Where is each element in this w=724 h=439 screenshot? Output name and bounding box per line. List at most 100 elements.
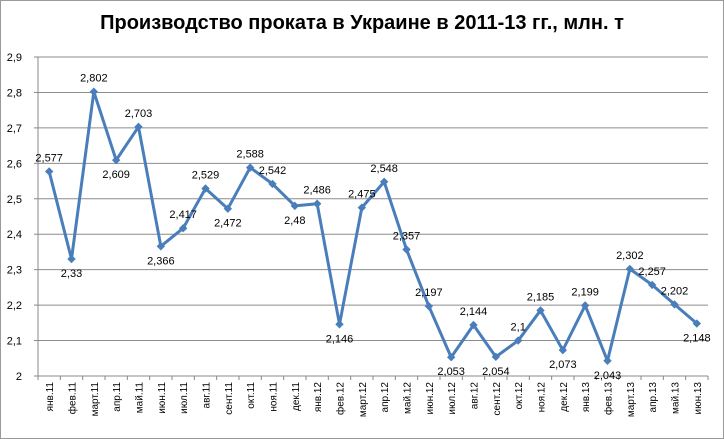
data-point — [402, 245, 411, 254]
data-point — [513, 336, 523, 345]
data-point — [491, 352, 501, 362]
data-point — [335, 320, 344, 329]
data-point — [692, 319, 702, 328]
chart-title: Производство проката в Украине в 2011-13… — [100, 12, 624, 34]
data-label: 2,48 — [284, 215, 305, 227]
x-tick-label: июл.12 — [447, 382, 458, 415]
x-tick-label: май.13 — [671, 382, 682, 414]
y-tick-label: 2,8 — [7, 87, 22, 99]
x-tick-label: март.13 — [626, 382, 637, 418]
data-point — [424, 301, 434, 311]
data-label: 2,053 — [437, 366, 465, 378]
data-label: 2,486 — [303, 185, 331, 197]
data-point — [178, 223, 188, 233]
data-label: 2,257 — [638, 266, 666, 278]
data-point — [357, 203, 367, 212]
data-point — [111, 155, 121, 165]
y-tick-label: 2,2 — [7, 300, 22, 312]
data-label: 2,146 — [326, 333, 354, 345]
data-label: 2,357 — [393, 230, 421, 242]
x-tick-label: сент.11 — [224, 382, 235, 415]
data-label: 2,043 — [594, 370, 622, 382]
data-label: 2,073 — [549, 359, 577, 371]
x-tick-label: ноя.12 — [537, 382, 548, 413]
y-tick-label: 2,1 — [7, 336, 22, 348]
data-point — [647, 280, 657, 290]
data-label: 2,577 — [35, 152, 63, 164]
x-tick-label: фев.12 — [335, 382, 347, 415]
data-label: 2,366 — [147, 255, 175, 267]
data-point — [290, 201, 300, 211]
y-tick-label: 2,6 — [7, 158, 22, 170]
x-tick-label: июн.11 — [157, 382, 168, 414]
x-tick-label: апр.11 — [112, 382, 123, 412]
data-label: 2,202 — [661, 285, 689, 297]
x-tick-label: янв.12 — [313, 382, 324, 413]
x-tick-label: май.11 — [135, 382, 146, 414]
series-line-group — [44, 87, 702, 365]
grid-lines — [38, 56, 708, 342]
x-tick-label: апр.12 — [380, 382, 391, 413]
data-point — [469, 320, 478, 330]
y-axis-ticks: 2 2,1 2,2 2,3 2,4 2,5 2,6 2,7 2,8 2,9 — [7, 52, 38, 383]
data-point — [558, 345, 568, 355]
data-point — [603, 356, 612, 365]
data-label: 2,302 — [616, 250, 644, 262]
x-tick-label: фев.13 — [603, 382, 615, 415]
data-label: 2,703 — [125, 108, 153, 120]
data-point — [223, 204, 233, 213]
data-label: 2,144 — [460, 306, 488, 318]
data-point — [156, 242, 166, 251]
data-label: 2,197 — [415, 287, 443, 299]
data-point — [268, 179, 277, 189]
x-tick-label: авг.11 — [202, 382, 213, 409]
x-tick-label: окт.11 — [246, 382, 257, 409]
data-label: 2,609 — [102, 169, 130, 181]
data-point — [625, 264, 635, 274]
x-tick-label: июн.12 — [425, 382, 436, 415]
y-tick-label: 2,5 — [7, 194, 22, 206]
data-point — [201, 184, 210, 193]
x-tick-label: июн.13 — [693, 382, 704, 415]
x-tick-label: сент.12 — [492, 382, 503, 416]
data-label: 2,33 — [61, 268, 82, 280]
x-tick-label: окт.12 — [514, 382, 525, 410]
x-tick-label: авг.12 — [470, 382, 481, 410]
data-label: 2,802 — [80, 73, 108, 85]
series-line — [47, 90, 698, 363]
x-axis-ticks: янв.11 фев.11 март.11 апр.11 май.11 июн.11 июл… — [45, 382, 704, 418]
y-tick-label: 2,3 — [7, 265, 22, 277]
x-tick-label: дек.12 — [559, 382, 570, 412]
y-tick-label: 2,4 — [7, 229, 22, 241]
data-label: 2,417 — [169, 209, 197, 221]
data-point — [245, 163, 255, 172]
x-tick-label: апр.13 — [648, 382, 659, 413]
data-label: 2,529 — [192, 169, 220, 181]
data-point — [312, 199, 322, 208]
data-label: 2,475 — [348, 189, 376, 201]
data-point — [446, 353, 456, 362]
x-tick-label: дек.11 — [291, 382, 302, 411]
data-point — [134, 122, 143, 132]
data-point — [536, 306, 545, 315]
data-label: 2,148 — [683, 333, 711, 345]
x-tick-label: янв.11 — [45, 382, 56, 412]
data-label: 2,548 — [370, 163, 398, 175]
y-tick-label: 2 — [16, 371, 22, 383]
data-point — [44, 167, 54, 176]
data-point — [580, 301, 590, 310]
data-point — [89, 87, 99, 96]
data-point — [379, 177, 389, 186]
x-axis — [37, 57, 709, 380]
x-tick-label: март.11 — [90, 382, 101, 417]
x-tick-label: ноя.11 — [269, 382, 280, 412]
data-label: 2,588 — [236, 149, 264, 161]
data-label: 2,199 — [571, 286, 599, 298]
data-label: 2,185 — [527, 291, 555, 303]
data-label: 2,1 — [511, 322, 526, 334]
data-labels: 2,577 2,33 2,802 2,609 2,703 2,366 2,417 2,529 2… — [35, 73, 710, 382]
data-label: 2,542 — [259, 165, 287, 177]
y-tick-label: 2,7 — [7, 123, 22, 135]
